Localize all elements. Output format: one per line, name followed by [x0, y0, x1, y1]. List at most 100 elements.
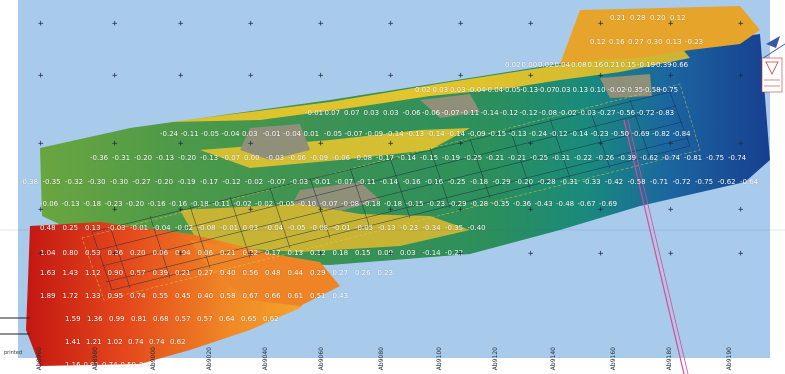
value-label: -0.04 — [283, 130, 302, 138]
plus-marker-icon: + — [388, 249, 394, 259]
value-label: 0.15 — [355, 249, 371, 257]
value-label: -0.14 — [570, 130, 589, 138]
value-label: 0.74 — [128, 338, 144, 346]
value-label: -0.02 — [558, 109, 577, 117]
plus-marker-icon: + — [248, 19, 254, 29]
value-label: 0.51 — [310, 292, 326, 300]
value-label: -0.35 — [625, 86, 644, 94]
value-label: -0.14 — [480, 109, 499, 117]
value-label: -0.12 — [500, 109, 519, 117]
value-label: -0.13 — [377, 224, 396, 232]
plus-marker-icon: + — [458, 205, 464, 215]
value-label: 0.17 — [265, 249, 281, 257]
plus-marker-icon: + — [112, 249, 118, 259]
value-label: -0.19 — [177, 178, 196, 186]
value-label: -0.06 — [332, 154, 351, 162]
value-label: -0.15 — [420, 154, 439, 162]
value-label: -0.72 — [672, 178, 691, 186]
value-label: -0.15 — [405, 200, 424, 208]
value-label: -0.14 — [380, 178, 399, 186]
survey-band-yellow-upper — [170, 46, 690, 122]
value-label: -0.30 — [87, 178, 106, 186]
survey-frame-inner — [91, 91, 691, 291]
transect-grid — [81, 83, 701, 301]
plus-marker-icon: + — [112, 139, 118, 149]
horizontal-rule-right — [759, 43, 785, 61]
value-label: -0.04 — [265, 224, 284, 232]
plus-marker-icon: + — [738, 71, 744, 81]
value-label: 0.16 — [587, 61, 604, 69]
value-label: -0.32 — [65, 178, 84, 186]
plus-marker-icon: + — [248, 249, 254, 259]
value-label: 1.89 — [40, 292, 56, 300]
value-label: -0.35 — [445, 224, 464, 232]
value-label: 0.45 — [175, 292, 191, 300]
value-label: -0.43 — [534, 200, 553, 208]
plus-marker-icon: + — [248, 139, 254, 149]
value-label: -0.33 — [582, 178, 601, 186]
station-label: Ab8960 — [36, 346, 43, 370]
value-label: -0.36 — [90, 154, 109, 162]
plus-marker-icon: + — [528, 139, 534, 149]
plus-marker-icon: + — [318, 205, 324, 215]
value-label: -0.64 — [740, 178, 759, 186]
value-label: -0.25 — [530, 154, 549, 162]
value-label: 0.13 — [85, 224, 101, 232]
value-label: 0.09 — [377, 249, 394, 257]
value-label: -0.06 — [422, 109, 441, 117]
value-label: 0.67 — [242, 292, 259, 300]
plus-marker-icon: + — [112, 205, 118, 215]
value-label: -0.13 — [200, 154, 219, 162]
value-label: 0.02 — [505, 61, 521, 69]
value-label: 0.68 — [153, 315, 169, 323]
value-label: 0.43 — [332, 292, 349, 300]
station-label: Ab9040 — [262, 346, 269, 370]
value-label: -0.26 — [596, 154, 615, 162]
plus-marker-icon: + — [112, 71, 118, 81]
value-label: 0.40 — [197, 292, 214, 300]
value-label: 0.20 — [650, 14, 666, 22]
value-label: 0.25 — [62, 224, 79, 232]
value-label: 0.03 — [450, 86, 466, 94]
value-label: -0.01 — [332, 224, 351, 232]
chainage-line-pink-1 — [623, 119, 685, 374]
value-label: -0.24 — [160, 130, 179, 138]
plus-marker-icon: + — [458, 139, 464, 149]
value-label: -0.19 — [637, 61, 656, 69]
plus-marker-icon: + — [668, 71, 674, 81]
plus-marker-icon: + — [388, 19, 394, 29]
value-label: -0.20 — [134, 154, 153, 162]
value-label: -0.13 — [520, 86, 539, 94]
value-label: 0.80 — [62, 249, 79, 257]
value-label: -0.25 — [447, 178, 466, 186]
value-label: -0.05 — [355, 224, 374, 232]
value-label: 0.29 — [310, 269, 326, 277]
plus-marker-icon: + — [38, 205, 44, 215]
value-label: -0.16 — [425, 178, 444, 186]
value-label: 0.90 — [107, 269, 124, 277]
plus-marker-icon: + — [38, 71, 44, 81]
value-label: -0.69 — [631, 130, 650, 138]
plus-marker-icon: + — [178, 71, 184, 81]
value-label: 0.04 — [175, 249, 191, 257]
value-label: -0.71 — [650, 178, 669, 186]
value-label: -0.39 — [653, 61, 672, 69]
value-label: -0.09 — [310, 154, 329, 162]
plus-marker-icon: + — [458, 19, 464, 29]
value-label: -0.04 — [152, 224, 171, 232]
value-label: -0.20 — [515, 178, 534, 186]
value-label: 0.74 — [149, 338, 165, 346]
value-label: 0.08 — [571, 61, 587, 69]
value-label: -0.24 — [529, 130, 548, 138]
value-label: 0.40 — [220, 269, 236, 277]
value-label: 0.07 — [344, 109, 360, 117]
value-label: 0.03 — [242, 130, 258, 138]
value-label: 0.28 — [630, 14, 646, 22]
value-label: 0.13 — [287, 249, 304, 257]
value-label: 0.99 — [109, 315, 125, 323]
value-label: -0.23 — [685, 38, 704, 46]
value-label: -0.14 — [385, 130, 404, 138]
value-label: -0.56 — [617, 109, 636, 117]
value-label: -0.17 — [376, 154, 395, 162]
